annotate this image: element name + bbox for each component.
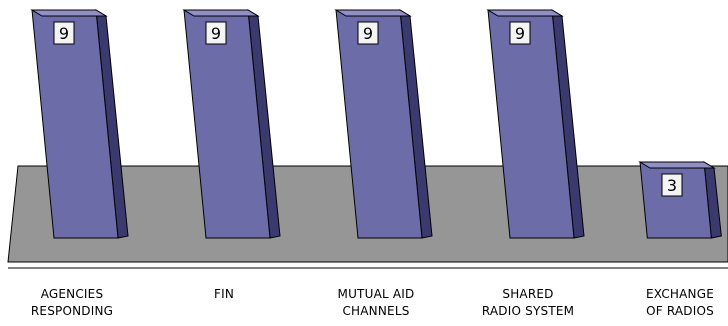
category-label: SHARED RADIO SYSTEM — [463, 286, 593, 320]
category-label-line: CHANNELS — [342, 304, 410, 318]
category-label: MUTUAL AID CHANNELS — [311, 286, 441, 320]
bar-top — [30, 9, 108, 17]
category-label-line: RESPONDING — [30, 304, 114, 318]
data-label-box — [205, 21, 227, 45]
category-label-line: AGENCIES — [40, 287, 104, 301]
bar-0: 9 — [30, 9, 129, 239]
category-label-line: FIN — [213, 287, 235, 301]
category-label-line: RADIO SYSTEM — [481, 304, 575, 318]
bars-layer: 9 9 9 9 3 — [30, 9, 722, 239]
category-label-line: OF RADIOS — [646, 304, 714, 318]
data-label: 9 — [515, 24, 525, 43]
data-label-box — [53, 21, 75, 45]
category-label-line: SHARED — [502, 287, 554, 301]
bar-2: 9 — [334, 9, 433, 239]
category-label-line: EXCHANGE — [646, 287, 714, 301]
bar-3: 9 — [486, 9, 585, 239]
bar-front — [639, 161, 712, 239]
bar-top — [182, 9, 260, 17]
data-label: 9 — [363, 24, 373, 43]
category-label: AGENCIES RESPONDING — [7, 286, 137, 320]
category-label-line: MUTUAL AID — [337, 287, 415, 301]
bar-top — [486, 9, 564, 17]
bar-top — [638, 161, 716, 169]
data-label: 9 — [211, 24, 221, 43]
data-label-box — [661, 173, 683, 197]
category-label: EXCHANGE OF RADIOS — [615, 286, 728, 320]
data-label: 9 — [59, 24, 69, 43]
bar-4: 3 — [638, 161, 722, 239]
bar-top — [334, 9, 412, 17]
category-label: FIN — [159, 286, 289, 303]
data-label: 3 — [667, 176, 677, 195]
data-label-box — [357, 21, 379, 45]
bar-1: 9 — [182, 9, 281, 239]
data-label-box — [509, 21, 531, 45]
